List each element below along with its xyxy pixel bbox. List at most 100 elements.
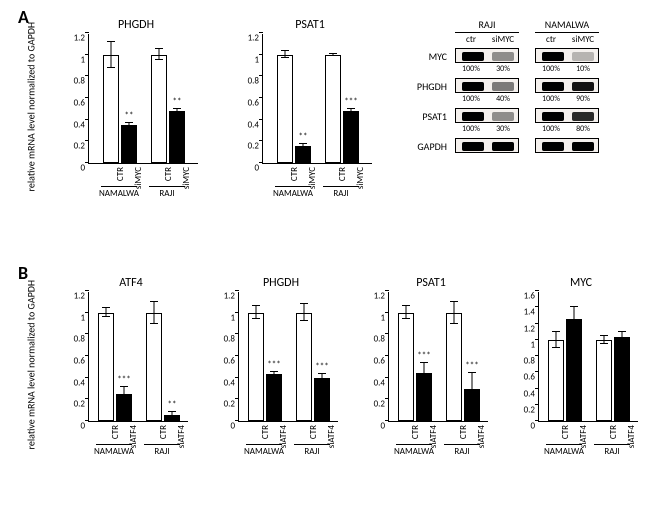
group-label: RAJI	[154, 446, 169, 457]
blot-subheader: ctr	[546, 34, 556, 45]
bar	[98, 313, 114, 421]
y-tick-label: 0.4	[517, 388, 535, 399]
y-tick-label: 0	[367, 421, 385, 432]
blot-row-label: MYC	[405, 50, 447, 63]
y-tick-label: 0.8	[217, 334, 235, 345]
blot-band	[462, 142, 484, 151]
x-tick-label: CTR	[158, 425, 169, 439]
bar	[314, 378, 330, 421]
blot-subheader: siMYC	[492, 34, 514, 45]
blot-percent: 40%	[496, 94, 510, 104]
group-label: NAMALWA	[394, 446, 434, 457]
blot-band	[462, 112, 484, 121]
bar	[343, 111, 359, 163]
chart-psat1-a: PSAT100.20.40.60.811.2CTR**siMYCCTR***si…	[240, 18, 380, 164]
chart-title: MYC	[516, 276, 646, 290]
bar	[296, 313, 312, 421]
chart-atf4: ATF400.20.40.60.811.2CTR***siATF4CTR**si…	[66, 276, 196, 422]
panel-b-y-label: relative mRNA level normalized to GAPDH	[25, 280, 38, 450]
blot-column-header: RAJI	[455, 18, 519, 33]
chart-phgdh-a: PHGDH00.20.40.60.811.2CTR**siMYCCTR**siM…	[66, 18, 206, 164]
group-label: NAMALWA	[544, 446, 584, 457]
panel-a-y-label: relative mRNA level normalized to GAPDH	[25, 22, 38, 192]
y-tick-label: 0.8	[367, 334, 385, 345]
group-label: NAMALWA	[99, 188, 139, 199]
y-tick-label: 0.6	[67, 356, 85, 367]
y-tick-label: 1.6	[517, 291, 535, 302]
blot-band	[462, 52, 484, 61]
bar	[596, 340, 612, 421]
x-tick-label: CTR	[308, 425, 319, 439]
blot-strip	[455, 48, 519, 63]
significance-marker: ***	[465, 360, 478, 371]
y-tick-label: 1	[367, 312, 385, 323]
significance-marker: **	[299, 131, 308, 142]
bar	[266, 374, 282, 421]
blot-percent: 100%	[542, 124, 560, 134]
y-tick-label: 0.4	[367, 377, 385, 388]
chart-psat1-b: PSAT100.20.40.60.811.2CTR***siATF4CTR***…	[366, 276, 496, 422]
blot-percent: 100%	[462, 124, 480, 134]
y-tick-label: 1	[67, 54, 85, 65]
blot-band	[542, 112, 564, 121]
significance-marker: ***	[117, 374, 130, 385]
blot-percent: 30%	[496, 64, 510, 74]
y-tick-label: 0.8	[517, 356, 535, 367]
x-tick-label: CTR	[608, 425, 619, 439]
bar	[566, 319, 582, 421]
blot-band	[542, 52, 564, 61]
chart-title: PHGDH	[216, 276, 346, 290]
y-tick-label: 1	[241, 54, 259, 65]
x-tick-label: CTR	[110, 425, 121, 439]
y-tick-label: 0.6	[241, 98, 259, 109]
y-tick-label: 0.2	[67, 399, 85, 410]
significance-marker: **	[125, 110, 134, 121]
blot-subheader: ctr	[466, 34, 476, 45]
blot-band	[492, 52, 514, 61]
x-tick-label: CTR	[560, 425, 571, 439]
blot-strip	[455, 108, 519, 123]
significance-marker: **	[168, 399, 177, 410]
blot-strip	[535, 138, 599, 153]
bar	[103, 55, 119, 163]
bar	[446, 313, 462, 421]
y-tick-label: 0.4	[67, 119, 85, 130]
blot-row-label: GAPDH	[405, 140, 447, 153]
blot-row-label: PSAT1	[405, 110, 447, 123]
y-tick-label: 1.2	[517, 323, 535, 334]
blot-band	[492, 82, 514, 91]
y-tick-label: 0.2	[367, 399, 385, 410]
y-tick-label: 0.4	[241, 119, 259, 130]
bar	[325, 55, 341, 163]
bar	[248, 313, 264, 421]
blot-strip	[535, 108, 599, 123]
y-tick-label: 0.8	[67, 334, 85, 345]
group-label: RAJI	[159, 188, 174, 199]
y-tick-label: 0.2	[517, 404, 535, 415]
blot-subheader: siMYC	[572, 34, 594, 45]
blot-strip	[535, 48, 599, 63]
blot-strip	[455, 138, 519, 153]
bar	[151, 55, 167, 163]
y-tick-label: 1.2	[67, 33, 85, 44]
blot-percent: 10%	[576, 64, 590, 74]
chart-title: PSAT1	[366, 276, 496, 290]
blot-percent: 30%	[496, 124, 510, 134]
y-tick-label: 1.2	[67, 291, 85, 302]
group-label: RAJI	[454, 446, 469, 457]
blot-band	[462, 82, 484, 91]
significance-marker: ***	[267, 359, 280, 370]
y-tick-label: 0.8	[241, 76, 259, 87]
x-tick-label: CTR	[163, 167, 174, 181]
y-tick-label: 0	[241, 163, 259, 174]
significance-marker: ***	[344, 96, 357, 107]
chart-title: PHGDH	[66, 18, 206, 32]
y-tick-label: 1.4	[517, 307, 535, 318]
blot-band	[492, 142, 514, 151]
x-tick-label: CTR	[458, 425, 469, 439]
blot-percent: 100%	[462, 94, 480, 104]
blot-percent: 100%	[542, 94, 560, 104]
bar	[295, 146, 311, 163]
bar	[169, 111, 185, 163]
y-tick-label: 1.2	[367, 291, 385, 302]
